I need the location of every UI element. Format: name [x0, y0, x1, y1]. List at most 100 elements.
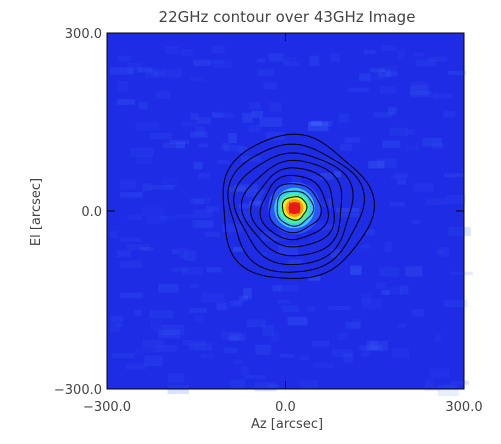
noise-patch — [331, 349, 353, 357]
noise-patch — [110, 67, 134, 75]
contours-22ghz — [222, 133, 375, 279]
noise-patch — [366, 340, 388, 352]
noise-patch — [136, 155, 152, 164]
noise-patch — [409, 81, 428, 93]
noise-patch — [120, 292, 144, 299]
emission-peak — [289, 202, 300, 214]
noise-patch — [283, 60, 291, 66]
noise-patch — [364, 49, 376, 55]
noise-patch — [120, 179, 137, 190]
noise-patch — [228, 186, 246, 193]
noise-patch — [278, 244, 299, 256]
noise-patch — [265, 131, 285, 140]
noise-patch — [246, 319, 266, 328]
noise-patch — [190, 76, 206, 82]
noise-patch — [127, 214, 142, 220]
noise-patch — [330, 248, 341, 259]
noise-patch — [336, 207, 360, 213]
noise-patch — [436, 249, 445, 255]
noise-patch — [227, 336, 240, 341]
noise-patch — [179, 247, 188, 259]
noise-patch — [126, 244, 150, 251]
noise-patch — [139, 247, 154, 251]
x-axis-label: Az [arcsec] — [251, 417, 323, 432]
noise-patch — [411, 309, 425, 317]
noise-patch — [144, 355, 163, 367]
noise-patch — [163, 142, 185, 148]
noise-patch — [377, 69, 391, 78]
noise-patch — [184, 250, 196, 261]
noise-patch — [308, 276, 321, 281]
contour-line — [233, 152, 354, 266]
noise-patch — [381, 65, 398, 72]
noise-patch — [384, 241, 393, 253]
noise-patch — [182, 267, 203, 275]
noise-patch — [404, 144, 420, 152]
contour-line — [222, 133, 375, 279]
noise-patch — [171, 249, 180, 255]
noise-patch — [410, 85, 430, 96]
noise-patch — [382, 140, 401, 149]
noise-patch — [228, 300, 242, 307]
noise-patch — [156, 91, 171, 99]
noise-patch — [320, 172, 333, 180]
noise-patch — [434, 334, 442, 343]
noise-patch — [201, 292, 225, 303]
noise-patch — [180, 121, 197, 127]
noise-patch — [146, 215, 168, 224]
y-tick-label: 0.0 — [81, 205, 102, 220]
plot-area — [106, 32, 473, 396]
noise-patch — [429, 368, 450, 378]
noise-patch — [413, 52, 424, 57]
noise-patch — [142, 340, 165, 349]
noise-patch — [165, 45, 179, 54]
noise-patch — [381, 290, 390, 296]
noise-patch — [193, 198, 205, 205]
noise-patch — [450, 271, 473, 276]
noise-patch — [233, 247, 244, 252]
noise-patch — [117, 55, 132, 61]
noise-patch — [189, 308, 207, 313]
noise-patch — [208, 60, 224, 65]
noise-patch — [162, 177, 179, 188]
noise-patch — [405, 266, 423, 277]
noise-patch — [391, 347, 410, 358]
noise-patch — [319, 158, 339, 163]
noise-patch — [243, 288, 252, 299]
noise-patch — [110, 315, 124, 323]
noise-patch — [145, 69, 159, 79]
noise-patch — [158, 283, 179, 293]
noise-patch — [358, 73, 371, 82]
noise-patch — [406, 128, 415, 135]
noise-patch — [257, 58, 266, 63]
noise-patch — [439, 247, 449, 258]
noise-patch — [262, 325, 275, 336]
noise-patch — [136, 348, 159, 353]
noise-patch — [168, 373, 185, 383]
noise-patch — [369, 341, 378, 350]
noise-patch — [370, 67, 385, 73]
noise-patch — [263, 82, 277, 90]
noise-patch — [379, 267, 400, 277]
noise-patch — [196, 117, 212, 125]
noise-patch — [313, 362, 335, 369]
noise-patch — [234, 299, 244, 305]
noise-patch — [221, 143, 229, 150]
noise-patch — [120, 260, 142, 269]
noise-patch — [205, 206, 220, 212]
noise-patch — [193, 209, 213, 218]
noise-patch — [307, 122, 329, 132]
noise-patch — [278, 284, 298, 292]
noise-patch — [190, 197, 211, 204]
noise-patch — [156, 344, 177, 352]
noise-patch — [127, 62, 142, 74]
y-tick-label: 300.0 — [65, 27, 102, 42]
x-tick-label: 0.0 — [275, 400, 296, 415]
noise-patch — [299, 380, 319, 390]
noise-patch — [223, 144, 244, 152]
noise-patch — [387, 107, 397, 115]
noise-patch — [134, 309, 142, 316]
noise-patch — [150, 132, 172, 140]
noise-patch — [344, 137, 361, 143]
noise-patch — [213, 59, 232, 69]
